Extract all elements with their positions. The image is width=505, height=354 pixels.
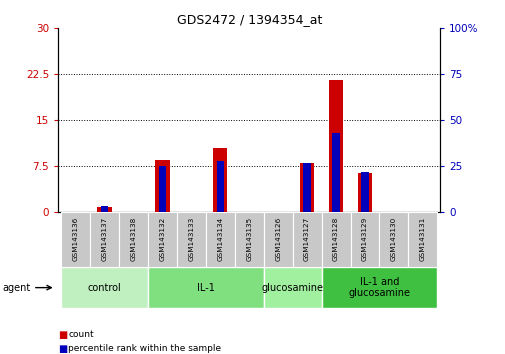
Text: GSM143130: GSM143130 <box>390 217 396 261</box>
Bar <box>357 172 372 212</box>
Bar <box>61 267 147 308</box>
Text: control: control <box>87 282 121 293</box>
Bar <box>321 267 436 308</box>
Bar <box>90 212 119 267</box>
Text: GSM143138: GSM143138 <box>130 217 136 261</box>
Text: ■: ■ <box>58 344 67 354</box>
Bar <box>379 212 408 267</box>
Text: GSM143131: GSM143131 <box>419 217 425 261</box>
Bar <box>263 267 321 308</box>
Text: GSM143129: GSM143129 <box>361 217 367 261</box>
Text: GSM143128: GSM143128 <box>332 217 338 261</box>
Text: IL-1 and
glucosamine: IL-1 and glucosamine <box>348 277 410 298</box>
Text: percentile rank within the sample: percentile rank within the sample <box>68 344 221 353</box>
Bar <box>97 207 112 212</box>
Bar <box>119 212 147 267</box>
Text: GSM143137: GSM143137 <box>102 217 107 261</box>
Text: GSM143136: GSM143136 <box>72 217 78 261</box>
Bar <box>361 172 368 212</box>
Text: ■: ■ <box>58 330 67 339</box>
Bar <box>216 161 223 212</box>
Text: GSM143134: GSM143134 <box>217 217 223 261</box>
Bar <box>350 212 379 267</box>
Bar <box>206 212 234 267</box>
Bar <box>328 80 342 212</box>
Text: IL-1: IL-1 <box>196 282 214 293</box>
Text: GSM143132: GSM143132 <box>159 217 165 261</box>
Bar <box>299 163 314 212</box>
Text: glucosamine: glucosamine <box>261 282 323 293</box>
Bar <box>155 160 169 212</box>
Bar <box>100 206 108 212</box>
Text: count: count <box>68 330 94 339</box>
Bar <box>147 212 177 267</box>
Bar <box>177 212 206 267</box>
Bar <box>234 212 263 267</box>
Text: agent: agent <box>3 282 31 293</box>
Title: GDS2472 / 1394354_at: GDS2472 / 1394354_at <box>176 13 321 26</box>
Bar <box>408 212 436 267</box>
Bar <box>263 212 292 267</box>
Text: GSM143126: GSM143126 <box>275 217 281 261</box>
Bar <box>332 133 339 212</box>
Bar <box>303 163 310 212</box>
Bar <box>159 166 166 212</box>
Text: GSM143135: GSM143135 <box>246 217 251 261</box>
Bar <box>213 148 227 212</box>
Bar <box>292 212 321 267</box>
Text: GSM143127: GSM143127 <box>304 217 310 261</box>
Text: GSM143133: GSM143133 <box>188 217 194 261</box>
Bar <box>147 267 263 308</box>
Bar <box>61 212 90 267</box>
Bar <box>321 212 350 267</box>
